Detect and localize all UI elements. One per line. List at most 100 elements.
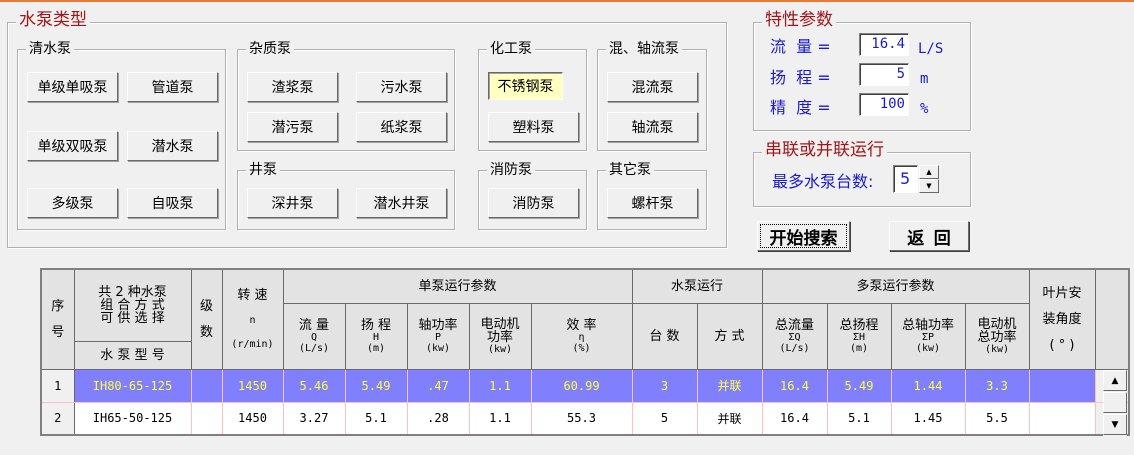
precision-input[interactable]: 100 bbox=[859, 93, 909, 116]
table-cell: 3.3 bbox=[964, 368, 1030, 403]
fire-group: 消防泵 bbox=[478, 161, 587, 230]
table-cell: 5.46 bbox=[282, 368, 346, 403]
chemical-group: 化工泵 bbox=[478, 40, 587, 151]
submersible-pump-button[interactable]: 潜水泵 bbox=[127, 131, 218, 161]
header-head: 扬 程 H (m) bbox=[344, 302, 408, 370]
header-pump-run: 水泵运行 bbox=[631, 268, 763, 304]
table-cell: 1.45 bbox=[890, 401, 966, 436]
table-cell: IH65-50-125 bbox=[73, 401, 192, 436]
table-cell bbox=[1028, 368, 1096, 403]
max-pumps-input[interactable]: 5 bbox=[893, 165, 918, 193]
header-count: 台 数 bbox=[631, 302, 698, 370]
other-group: 其它泵 bbox=[597, 161, 707, 230]
precision-unit: % bbox=[920, 101, 929, 117]
header-multi-params: 多泵运行参数 bbox=[761, 268, 1030, 304]
well-group: 井泵 bbox=[237, 161, 455, 230]
table-cell: 2 bbox=[40, 401, 75, 436]
flow-input[interactable]: 16.4 bbox=[859, 33, 909, 56]
pipeline-pump-button[interactable]: 管道泵 bbox=[127, 72, 218, 102]
table-cell: 1.1 bbox=[468, 368, 532, 403]
header-seq: 序号 bbox=[40, 268, 75, 370]
header-combo: 共 2 种水泵组 合 方 式可 供 选 择 bbox=[73, 268, 192, 342]
group-title: 其它泵 bbox=[606, 161, 654, 179]
series-parallel-group: 串联或并联运行 bbox=[753, 141, 971, 207]
submersible-well-pump-button[interactable]: 潜水井泵 bbox=[356, 188, 447, 218]
max-pumps-label: 最多水泵台数: bbox=[772, 172, 874, 191]
impurity-group: 杂质泵 bbox=[237, 40, 455, 151]
header-total-flow: 总流量 ΣQ (L/s) bbox=[761, 302, 828, 370]
flow-label: 流 量 = bbox=[770, 37, 831, 56]
pulp-pump-button[interactable]: 纸浆泵 bbox=[356, 112, 447, 142]
table-cell bbox=[190, 368, 223, 403]
group-title: 消防泵 bbox=[487, 161, 535, 179]
table-cell: 55.3 bbox=[530, 401, 633, 436]
header-total-motor-power: 电动机 总功率 (kw) bbox=[964, 302, 1030, 370]
screw-pump-button[interactable]: 螺杆泵 bbox=[607, 188, 698, 218]
vertical-scrollbar[interactable]: ▲ ▼ bbox=[1103, 370, 1127, 436]
plastic-pump-button[interactable]: 塑料泵 bbox=[488, 112, 579, 142]
header-model: 水 泵 型 号 bbox=[73, 340, 192, 370]
group-title: 化工泵 bbox=[487, 40, 535, 58]
header-motor-power: 电动机 功率 (kw) bbox=[468, 302, 532, 370]
header-mode: 方 式 bbox=[696, 302, 763, 370]
group-title: 杂质泵 bbox=[246, 40, 294, 58]
table-cell: 1.44 bbox=[890, 368, 966, 403]
header-single-params: 单泵运行参数 bbox=[282, 268, 633, 304]
header-speed: 转 速 n (r/min) bbox=[221, 268, 284, 370]
head-label: 扬 程 = bbox=[770, 68, 831, 87]
mixed-axial-group: 混、轴流泵 bbox=[597, 40, 707, 151]
pump-type-group: 水泵类型 bbox=[7, 11, 727, 248]
table-cell: 并联 bbox=[696, 368, 763, 403]
characteristics-title: 特性参数 bbox=[762, 11, 836, 29]
head-input[interactable]: 5 bbox=[859, 63, 909, 86]
table-cell: 1450 bbox=[221, 368, 284, 403]
deep-well-pump-button[interactable]: 深井泵 bbox=[247, 188, 338, 218]
table-cell: 16.4 bbox=[761, 401, 828, 436]
table-cell: 并联 bbox=[696, 401, 763, 436]
spin-down-icon[interactable]: ▼ bbox=[919, 179, 939, 193]
multistage-pump-button[interactable]: 多级泵 bbox=[27, 188, 118, 218]
clear-water-group: 清水泵 bbox=[17, 40, 226, 230]
spin-up-icon[interactable]: ▲ bbox=[919, 165, 939, 179]
table-cell: 1450 bbox=[221, 401, 284, 436]
header-shaft-power: 轴功率 P (kw) bbox=[406, 302, 470, 370]
group-title: 混、轴流泵 bbox=[606, 40, 682, 58]
fire-pump-button[interactable]: 消防泵 bbox=[488, 188, 579, 218]
table-cell: 60.99 bbox=[530, 368, 633, 403]
header-scroll-spacer bbox=[1094, 268, 1130, 370]
header-stage: 级数 bbox=[190, 268, 223, 370]
scroll-down-icon[interactable]: ▼ bbox=[1103, 414, 1127, 435]
flow-unit: L/S bbox=[918, 41, 944, 57]
stainless-steel-pump-button[interactable]: 不锈钢泵 bbox=[488, 72, 563, 100]
submersible-sewage-pump-button[interactable]: 潜污泵 bbox=[247, 112, 338, 142]
header-efficiency: 效 率 η (%) bbox=[530, 302, 633, 370]
table-cell: 5.1 bbox=[826, 401, 892, 436]
head-unit: m bbox=[920, 71, 929, 87]
table-cell: 5.5 bbox=[964, 401, 1030, 436]
self-priming-pump-button[interactable]: 自吸泵 bbox=[127, 188, 218, 218]
single-stage-double-suction-button[interactable]: 单级双吸泵 bbox=[27, 131, 118, 161]
table-cell: 5.49 bbox=[344, 368, 408, 403]
results-table: 序号 共 2 种水泵组 合 方 式可 供 选 择 级数 转 速 n (r/min) … bbox=[40, 268, 1130, 436]
table-row[interactable]: 1 IH80-65-125 1450 5.46 5.49.47 1.1 60.99 3 并联 16… bbox=[40, 368, 1130, 403]
table-cell: 5.49 bbox=[826, 368, 892, 403]
series-parallel-title: 串联或并联运行 bbox=[762, 141, 887, 159]
table-cell bbox=[1028, 401, 1096, 436]
header-blade-angle: 叶片安 装角度( ° ) bbox=[1028, 268, 1096, 370]
mixed-flow-pump-button[interactable]: 混流泵 bbox=[607, 72, 698, 102]
table-cell bbox=[190, 401, 223, 436]
back-button[interactable]: 返 回 bbox=[889, 221, 969, 251]
window-top-border bbox=[0, 0, 1134, 2]
start-search-button[interactable]: 开始搜索 bbox=[757, 221, 850, 251]
sewage-pump-button[interactable]: 污水泵 bbox=[356, 72, 447, 102]
table-cell: 16.4 bbox=[761, 368, 828, 403]
axial-flow-pump-button[interactable]: 轴流泵 bbox=[607, 112, 698, 142]
table-cell: 3 bbox=[631, 368, 698, 403]
table-cell: 5.1 bbox=[344, 401, 408, 436]
slurry-pump-button[interactable]: 渣浆泵 bbox=[247, 72, 338, 102]
table-row[interactable]: 2 IH65-50-125 1450 3.27 5.1.28 1.1 55.3 5 并联 16.4… bbox=[40, 401, 1130, 436]
single-stage-single-suction-button[interactable]: 单级单吸泵 bbox=[27, 72, 118, 102]
table-cell: 1.1 bbox=[468, 401, 532, 436]
scroll-thumb[interactable] bbox=[1103, 392, 1127, 413]
scroll-up-icon[interactable]: ▲ bbox=[1103, 370, 1127, 391]
